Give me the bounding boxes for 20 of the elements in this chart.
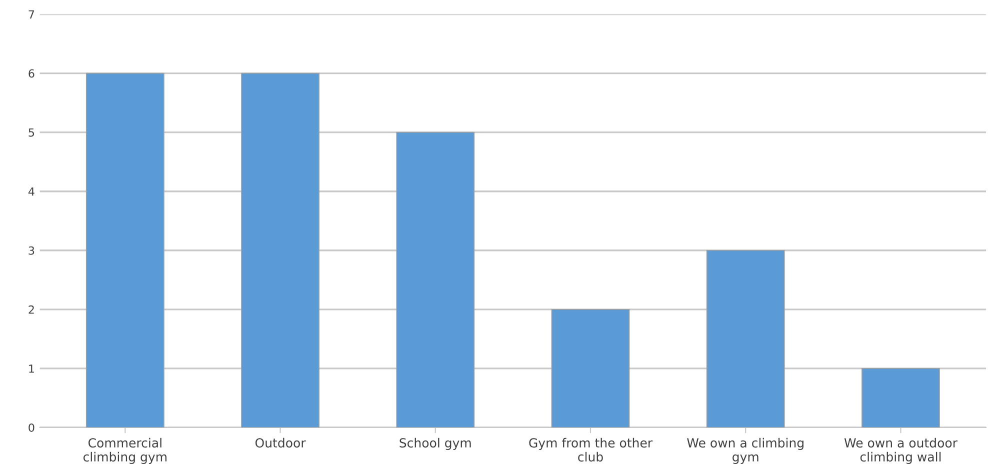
y-tick-label: 1 <box>29 364 34 373</box>
bar <box>706 250 785 428</box>
y-tick-label: 7 <box>28 10 34 18</box>
x-tick-label: We own a outdoor climbing wall <box>844 438 958 464</box>
bar <box>551 309 630 428</box>
y-tick-label: 0 <box>28 423 34 432</box>
bar <box>86 72 164 428</box>
x-tick-label: We own a climbing gym <box>687 438 804 464</box>
x-tick-label: Gym from the other club <box>529 438 653 462</box>
bar <box>241 72 320 428</box>
y-tick-label: 6 <box>28 69 34 78</box>
y-tick-label: 2 <box>28 305 34 314</box>
x-tick-label: School gym <box>400 438 471 450</box>
bar <box>396 132 475 428</box>
y-tick-label: 5 <box>28 128 34 137</box>
x-tick-label: Commercial climbing gym <box>83 438 166 464</box>
y-tick-label: 3 <box>28 246 34 255</box>
x-tick-label: Outdoor <box>255 438 306 448</box>
bar <box>862 368 940 428</box>
y-tick-label: 4 <box>28 187 34 196</box>
